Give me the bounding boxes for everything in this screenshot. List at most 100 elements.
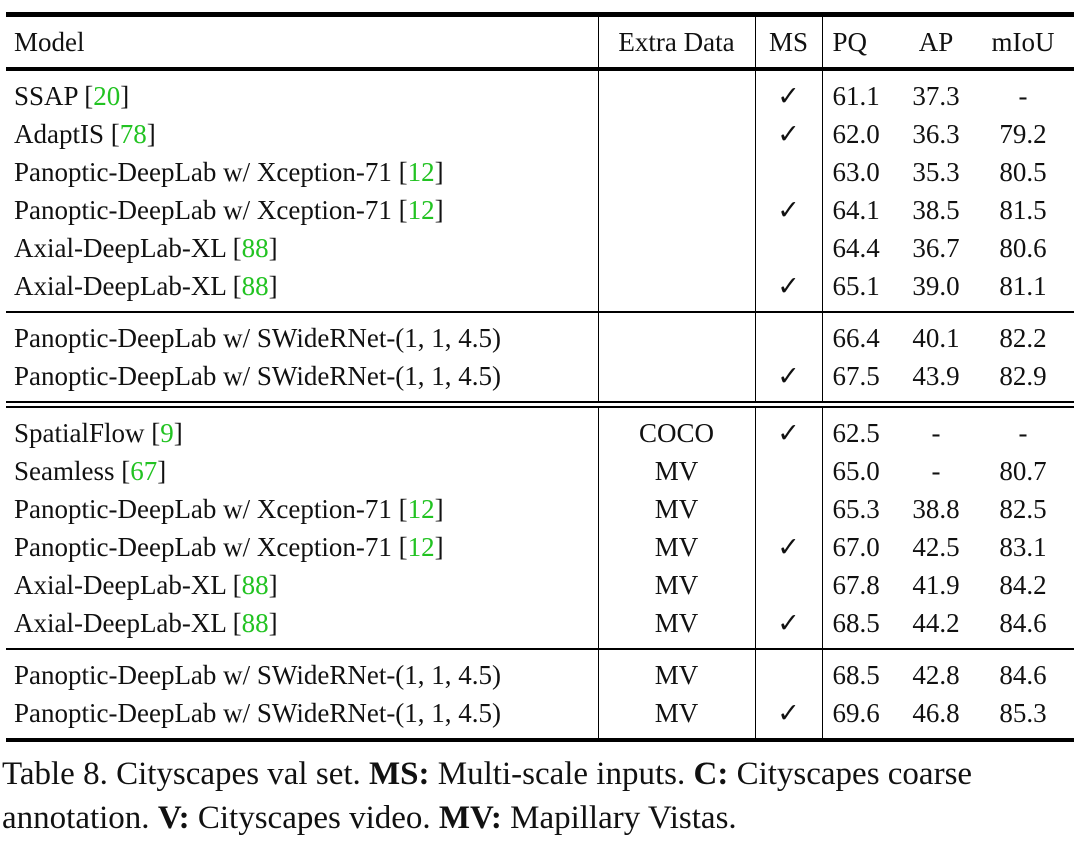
bracket: [ xyxy=(232,608,242,638)
pq-cell: 62.0 xyxy=(822,115,900,153)
ap-cell: - xyxy=(900,452,972,490)
ap-value: 35.3 xyxy=(912,157,960,187)
bracket: [ xyxy=(232,570,242,600)
table-row: Axial-DeepLab-XL [88] MV ✓ 68.5 44.2 84.6 xyxy=(6,604,1074,649)
column-header: MS xyxy=(755,14,823,69)
table-row: Seamless [67] MV 65.0 - 80.7 xyxy=(6,452,1074,490)
ap-value: 43.9 xyxy=(912,361,960,391)
bracket: [ xyxy=(84,81,94,111)
bracket: [ xyxy=(110,119,120,149)
bracket: ] xyxy=(268,271,278,301)
caption-key: MV: xyxy=(438,800,502,836)
model-name: Panoptic-DeepLab w/ SWideRNet-(1, 1, 4.5… xyxy=(14,660,502,690)
bracket: ] xyxy=(434,157,444,187)
miou-value: 82.2 xyxy=(999,323,1047,353)
bracket: [ xyxy=(232,233,242,263)
row-group: SSAP [20] ✓ 61.1 37.3 - AdaptIS [78] ✓ 62.0 36.3… xyxy=(6,69,1074,312)
ms-value: ✓ xyxy=(777,271,800,301)
citation: 12 xyxy=(407,195,435,225)
model-cell: SpatialFlow [9] xyxy=(6,404,599,452)
miou-cell: 83.1 xyxy=(972,528,1074,566)
model-cell: Panoptic-DeepLab w/ Xception-71 [12] xyxy=(6,528,599,566)
table-row: Panoptic-DeepLab w/ SWideRNet-(1, 1, 4.5… xyxy=(6,312,1074,357)
citation: 88 xyxy=(241,608,269,638)
column-header: Extra Data xyxy=(598,14,756,69)
ms-value: ✓ xyxy=(777,119,800,149)
model-cell: Panoptic-DeepLab w/ Xception-71 [12] xyxy=(6,191,599,229)
ap-cell: 39.0 xyxy=(900,267,972,312)
caption-text: Mapillary Vistas. xyxy=(510,800,737,836)
miou-value: 80.6 xyxy=(999,233,1047,263)
model-cell: Panoptic-DeepLab w/ Xception-71 [12] xyxy=(6,490,599,528)
ms-cell xyxy=(755,153,823,191)
ap-value: 40.1 xyxy=(912,323,960,353)
ap-cell: 38.8 xyxy=(900,490,972,528)
miou-cell: 84.6 xyxy=(972,604,1074,649)
bracket: [ xyxy=(232,271,242,301)
table-row: SSAP [20] ✓ 61.1 37.3 - xyxy=(6,69,1074,115)
row-group: Panoptic-DeepLab w/ SWideRNet-(1, 1, 4.5… xyxy=(6,312,1074,405)
ap-cell: 36.3 xyxy=(900,115,972,153)
extra-value: MV xyxy=(654,456,699,486)
ms-cell: ✓ xyxy=(755,404,823,452)
pq-value: 62.5 xyxy=(832,418,880,448)
pq-value: 66.4 xyxy=(832,323,880,353)
miou-value: 82.9 xyxy=(999,361,1047,391)
model-cell: Panoptic-DeepLab w/ SWideRNet-(1, 1, 4.5… xyxy=(6,649,599,694)
extra-cell xyxy=(598,229,756,267)
model-name: Panoptic-DeepLab w/ SWideRNet-(1, 1, 4.5… xyxy=(14,323,502,353)
miou-value: - xyxy=(1018,418,1028,448)
ap-cell: - xyxy=(900,405,972,453)
extra-cell: MV xyxy=(598,566,756,604)
table-row: Panoptic-DeepLab w/ Xception-71 [12] MV 65… xyxy=(6,490,1074,528)
citation: 88 xyxy=(241,570,269,600)
pq-cell: 67.5 xyxy=(822,357,900,405)
model-name: Axial-DeepLab-XL xyxy=(14,271,226,301)
ap-value: 36.7 xyxy=(912,233,960,263)
pq-cell: 65.0 xyxy=(822,452,900,490)
miou-value: 81.5 xyxy=(999,195,1047,225)
model-name: Panoptic-DeepLab w/ Xception-71 xyxy=(14,195,392,225)
miou-cell: 84.6 xyxy=(972,649,1074,694)
model-name: AdaptIS xyxy=(14,119,104,149)
table-row: Panoptic-DeepLab w/ Xception-71 [12] ✓ 64.… xyxy=(6,191,1074,229)
ms-cell xyxy=(755,490,823,528)
model-cell: AdaptIS [78] xyxy=(6,115,599,153)
pq-value: 61.1 xyxy=(832,81,880,111)
ms-value: ✓ xyxy=(777,532,800,562)
table-row: SpatialFlow [9] COCO ✓ 62.5 - - xyxy=(6,404,1074,453)
citation: 12 xyxy=(407,157,435,187)
ms-value: ✓ xyxy=(777,361,800,391)
pq-cell: 67.0 xyxy=(822,528,900,566)
ms-value: ✓ xyxy=(777,195,800,225)
ms-cell xyxy=(755,566,823,604)
pq-cell: 64.4 xyxy=(822,229,900,267)
extra-cell: MV xyxy=(598,604,756,649)
table-row: Axial-DeepLab-XL [88] 64.4 36.7 80.6 xyxy=(6,229,1074,267)
bracket: ] xyxy=(434,494,444,524)
ap-cell: 36.7 xyxy=(900,229,972,267)
model-name: Axial-DeepLab-XL xyxy=(14,608,226,638)
pq-value: 69.6 xyxy=(832,698,880,728)
table-row: Axial-DeepLab-XL [88] MV 67.8 41.9 84.2 xyxy=(6,566,1074,604)
table-row: Panoptic-DeepLab w/ SWideRNet-(1, 1, 4.5… xyxy=(6,649,1074,694)
miou-cell: 84.2 xyxy=(972,566,1074,604)
bracket: [ xyxy=(151,418,161,448)
model-cell: Axial-DeepLab-XL [88] xyxy=(6,604,599,649)
bracket: [ xyxy=(398,157,408,187)
extra-cell: MV xyxy=(598,528,756,566)
miou-value: 85.3 xyxy=(999,698,1047,728)
bracket: ] xyxy=(434,532,444,562)
miou-value: 81.1 xyxy=(999,271,1047,301)
pq-cell: 62.5 xyxy=(822,405,900,453)
row-group: SpatialFlow [9] COCO ✓ 62.5 - - Seamless [67] M… xyxy=(6,404,1074,649)
ap-cell: 40.1 xyxy=(900,312,972,357)
bracket: ] xyxy=(268,608,278,638)
miou-value: 84.6 xyxy=(999,660,1047,690)
miou-cell: - xyxy=(972,405,1074,453)
caption-text: Multi-scale inputs. xyxy=(437,756,686,792)
extra-cell xyxy=(598,312,756,357)
pq-value: 63.0 xyxy=(832,157,880,187)
bracket: ] xyxy=(434,195,444,225)
ms-cell xyxy=(755,229,823,267)
